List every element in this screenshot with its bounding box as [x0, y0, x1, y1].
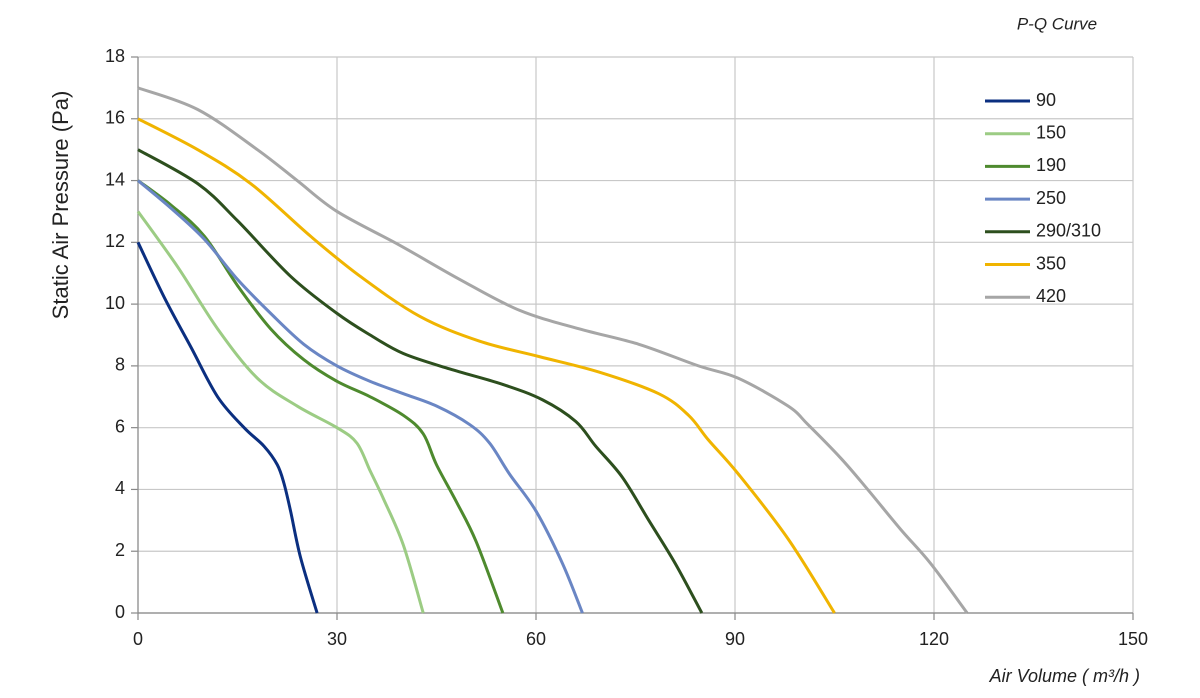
series-line	[136, 210, 425, 614]
series-line	[137, 117, 836, 614]
y-tick-label: 4	[115, 478, 125, 498]
y-tick-label: 8	[115, 355, 125, 375]
series-line	[137, 179, 505, 614]
x-tick-label: 150	[1118, 629, 1148, 649]
y-tick-label: 10	[105, 293, 125, 313]
legend-label: 90	[1036, 90, 1056, 110]
series-line	[137, 86, 969, 614]
series-line	[136, 241, 319, 614]
legend-label: 420	[1036, 286, 1066, 306]
y-tick-label: 6	[115, 416, 125, 436]
legend-label: 150	[1036, 122, 1066, 142]
y-tick-label: 2	[115, 540, 125, 560]
legend-label: 290/310	[1036, 221, 1101, 241]
x-tick-label: 30	[327, 629, 347, 649]
legend-label: 350	[1036, 253, 1066, 273]
series-line	[137, 179, 584, 614]
x-tick-label: 0	[133, 629, 143, 649]
chart-title: P-Q Curve	[1017, 14, 1097, 33]
legend-label: 250	[1036, 188, 1066, 208]
y-tick-label: 12	[105, 231, 125, 251]
series-line	[137, 148, 704, 614]
y-tick-label: 0	[115, 602, 125, 622]
x-tick-label: 60	[526, 629, 546, 649]
legend-label: 190	[1036, 155, 1066, 175]
y-tick-label: 14	[105, 169, 125, 189]
x-axis-label: Air Volume ( m³/h )	[989, 666, 1140, 686]
y-tick-label: 18	[105, 46, 125, 66]
x-tick-label: 90	[725, 629, 745, 649]
y-axis-label: Static Air Pressure (Pa)	[48, 91, 73, 320]
y-tick-label: 16	[105, 108, 125, 128]
x-tick-label: 120	[919, 629, 949, 649]
